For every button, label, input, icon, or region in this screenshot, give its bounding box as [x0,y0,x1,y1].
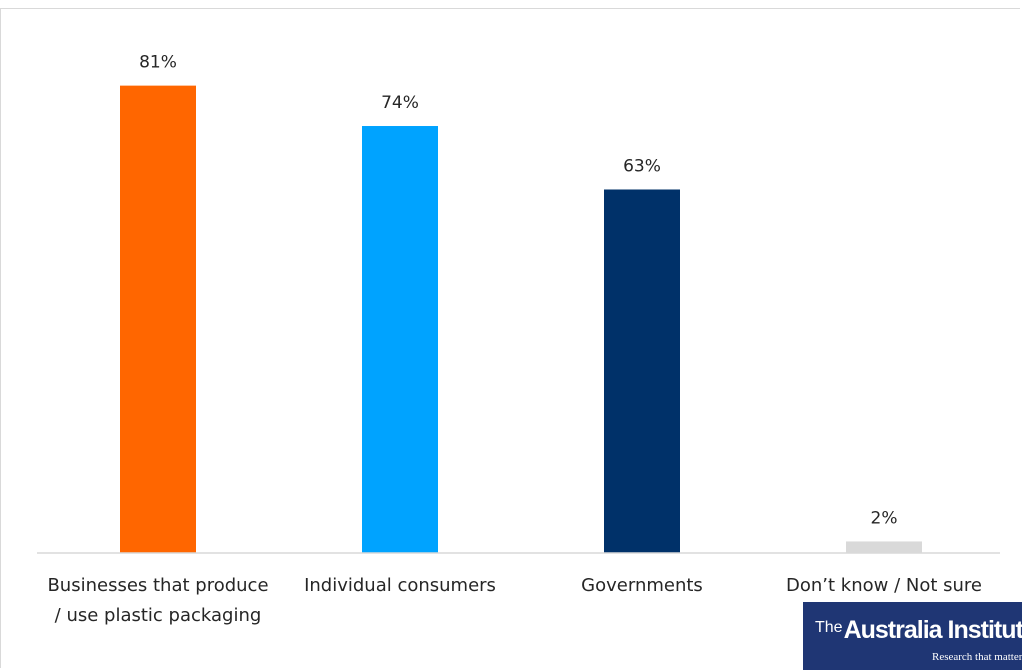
category-label-3: Governments [581,575,703,596]
value-labels-group: 81% 74% 63% 2% [139,53,897,529]
category-labels-group: Businesses that produce / use plastic pac… [47,575,982,626]
logo-name: Australia Institute [843,616,1022,644]
category-label-1-line-1: Businesses that produce [47,575,268,596]
data-label-2: 74% [381,93,419,113]
data-label-1: 81% [139,53,177,73]
australia-institute-logo: TheAustralia Institute Research that mat… [803,602,1022,670]
bar-4 [846,541,922,553]
category-label-4: Don’t know / Not sure [786,575,982,596]
data-label-3: 63% [623,156,661,176]
chart-frame [0,8,1020,668]
bar-1 [120,85,196,553]
bar-2 [362,126,438,554]
logo-tagline: Research that matters [932,651,1022,663]
category-label-2: Individual consumers [304,575,496,596]
logo-the: The [815,619,843,636]
category-label-1-line-2: / use plastic packaging [55,605,262,626]
bars-group [120,85,922,554]
data-label-4: 2% [871,508,898,528]
bar-3 [604,189,680,554]
logo-wordmark: TheAustralia Institute [815,616,1022,645]
